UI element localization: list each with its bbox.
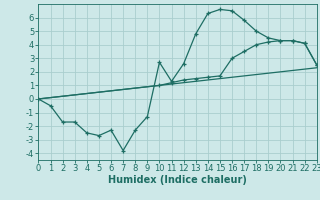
X-axis label: Humidex (Indice chaleur): Humidex (Indice chaleur) xyxy=(108,175,247,185)
